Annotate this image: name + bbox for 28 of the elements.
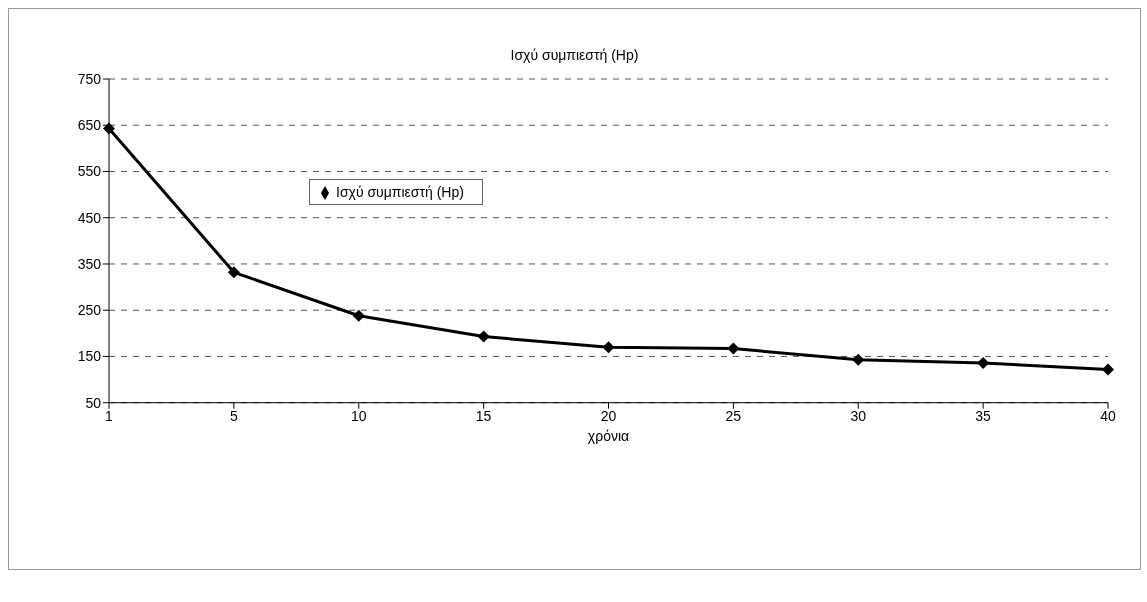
x-tick-label: 20 xyxy=(600,407,617,424)
y-tick-label: 50 xyxy=(85,394,102,411)
y-tick-label: 350 xyxy=(77,255,102,272)
point xyxy=(602,341,615,354)
y-tick-label: 550 xyxy=(77,163,102,180)
y-tick-label: 650 xyxy=(77,117,102,134)
x-tick-label: 15 xyxy=(475,407,492,424)
chart-title: Ισχύ συμπιεστή (Hp) xyxy=(509,47,640,63)
point xyxy=(103,122,115,135)
point xyxy=(852,353,865,366)
x-tick-label: 5 xyxy=(229,407,238,424)
x-tick-label: 35 xyxy=(975,407,992,424)
legend-label: Ισχύ συμπιεστή (Hp) xyxy=(336,184,464,200)
y-tick-label: 450 xyxy=(77,209,102,226)
x-tick-label: 30 xyxy=(850,407,867,424)
point xyxy=(727,342,740,355)
y-tick-label: 250 xyxy=(77,302,102,319)
x-axis-title: χρόνια xyxy=(587,427,630,444)
y-tick-label: 150 xyxy=(77,348,102,365)
point xyxy=(352,309,365,322)
point xyxy=(477,330,490,343)
x-tick-label: 25 xyxy=(725,407,742,424)
point xyxy=(1102,363,1114,376)
point xyxy=(227,266,240,279)
y-tick-label: 750 xyxy=(77,70,102,87)
x-tick-label: 1 xyxy=(105,407,114,424)
x-tick-label: 10 xyxy=(350,407,367,424)
x-tick-label: 40 xyxy=(1100,407,1116,424)
